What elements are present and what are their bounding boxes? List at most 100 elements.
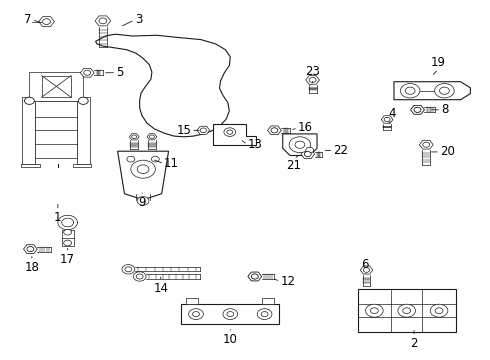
Text: 14: 14: [153, 282, 168, 294]
Polygon shape: [35, 101, 77, 158]
Polygon shape: [283, 134, 317, 156]
Text: 18: 18: [24, 261, 39, 274]
Bar: [358, 289, 456, 332]
Circle shape: [99, 18, 107, 24]
Polygon shape: [411, 105, 424, 114]
Circle shape: [149, 135, 154, 139]
Text: 6: 6: [361, 258, 369, 271]
Polygon shape: [80, 68, 94, 77]
Polygon shape: [24, 245, 37, 253]
Polygon shape: [213, 124, 256, 145]
Text: 8: 8: [441, 103, 448, 116]
Polygon shape: [95, 16, 111, 26]
Circle shape: [251, 274, 258, 279]
Circle shape: [127, 156, 135, 162]
Circle shape: [151, 156, 159, 162]
Circle shape: [223, 309, 238, 320]
Circle shape: [64, 229, 72, 235]
Circle shape: [27, 247, 33, 251]
Text: 17: 17: [60, 253, 75, 266]
Polygon shape: [248, 272, 262, 281]
Circle shape: [363, 267, 369, 272]
Text: 1: 1: [54, 211, 62, 224]
Bar: [262, 298, 274, 304]
Text: 9: 9: [138, 196, 146, 209]
Text: 22: 22: [333, 144, 348, 157]
Text: 19: 19: [431, 56, 446, 69]
Bar: [181, 304, 279, 324]
Polygon shape: [77, 97, 90, 164]
Text: 13: 13: [247, 138, 262, 151]
Polygon shape: [268, 126, 281, 134]
Circle shape: [131, 160, 155, 178]
Text: 2: 2: [410, 337, 418, 350]
Polygon shape: [42, 76, 71, 97]
Text: 11: 11: [164, 157, 179, 170]
Text: 16: 16: [298, 121, 313, 134]
Circle shape: [370, 308, 378, 314]
Circle shape: [24, 97, 34, 104]
Circle shape: [136, 274, 143, 279]
Circle shape: [403, 308, 411, 314]
Text: 20: 20: [440, 145, 455, 158]
Circle shape: [27, 247, 34, 252]
Circle shape: [122, 265, 135, 274]
Circle shape: [251, 274, 258, 279]
Circle shape: [271, 128, 278, 133]
Circle shape: [137, 165, 149, 174]
Circle shape: [64, 240, 72, 246]
Circle shape: [405, 87, 415, 94]
Text: 12: 12: [280, 275, 295, 288]
Circle shape: [400, 84, 420, 98]
Text: 5: 5: [116, 66, 123, 79]
Circle shape: [440, 87, 449, 94]
Polygon shape: [394, 82, 470, 100]
Polygon shape: [21, 164, 40, 167]
Circle shape: [137, 197, 149, 205]
Circle shape: [398, 304, 416, 317]
Text: 21: 21: [287, 159, 301, 172]
Circle shape: [309, 77, 316, 82]
Polygon shape: [118, 151, 169, 200]
Polygon shape: [301, 150, 315, 158]
Circle shape: [435, 84, 454, 98]
Polygon shape: [306, 76, 319, 84]
Polygon shape: [248, 272, 262, 281]
Circle shape: [224, 128, 236, 136]
Circle shape: [193, 311, 199, 317]
Circle shape: [414, 107, 421, 112]
Text: 3: 3: [135, 13, 142, 26]
Circle shape: [43, 19, 50, 24]
Text: 10: 10: [223, 333, 238, 346]
Text: 7: 7: [24, 13, 32, 26]
Circle shape: [423, 142, 430, 147]
Circle shape: [366, 304, 383, 317]
Bar: [62, 230, 74, 246]
Circle shape: [227, 311, 234, 317]
Circle shape: [78, 97, 88, 104]
Polygon shape: [73, 164, 91, 167]
Polygon shape: [419, 140, 433, 149]
Bar: [186, 298, 198, 304]
Circle shape: [306, 147, 314, 153]
Circle shape: [200, 128, 207, 132]
Polygon shape: [129, 134, 139, 140]
Circle shape: [414, 107, 421, 112]
Polygon shape: [39, 17, 54, 27]
Text: 15: 15: [176, 124, 191, 137]
Polygon shape: [29, 72, 83, 101]
Circle shape: [261, 311, 268, 317]
Polygon shape: [96, 34, 230, 137]
Polygon shape: [197, 126, 210, 134]
Polygon shape: [24, 245, 37, 253]
Circle shape: [304, 152, 311, 156]
Circle shape: [435, 308, 443, 314]
Circle shape: [271, 128, 277, 132]
Circle shape: [132, 135, 137, 139]
Circle shape: [125, 267, 132, 272]
Circle shape: [304, 152, 311, 157]
Circle shape: [384, 117, 390, 122]
Polygon shape: [268, 126, 281, 135]
Circle shape: [189, 309, 203, 320]
Circle shape: [84, 70, 91, 75]
